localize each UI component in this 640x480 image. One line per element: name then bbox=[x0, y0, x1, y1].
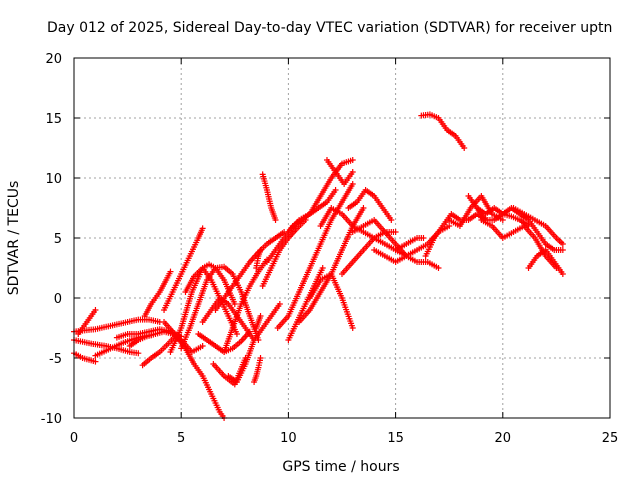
data-point bbox=[420, 235, 427, 241]
series-track-10 bbox=[161, 225, 206, 313]
series-track-31 bbox=[306, 271, 356, 331]
chart-title: Day 012 of 2025, Sidereal Day-to-day VTE… bbox=[47, 20, 612, 36]
y-tick-label: 0 bbox=[54, 292, 62, 307]
y-tick-label: 5 bbox=[54, 232, 62, 247]
grid bbox=[74, 58, 610, 418]
series-track-34 bbox=[339, 229, 399, 277]
data-point bbox=[349, 181, 356, 187]
data-point bbox=[92, 358, 99, 365]
x-tick-label: 25 bbox=[602, 431, 619, 446]
series-track-46 bbox=[525, 247, 566, 277]
x-tick-label: 20 bbox=[495, 431, 512, 446]
series-track-3 bbox=[71, 316, 163, 335]
y-tick-label: -5 bbox=[49, 352, 62, 367]
series-track-19 bbox=[212, 229, 288, 313]
y-axis-label: SDTVAR / TECUs bbox=[6, 181, 22, 296]
data-point bbox=[392, 229, 399, 235]
data-point bbox=[167, 268, 174, 275]
data-point bbox=[92, 307, 99, 313]
data-point bbox=[559, 247, 566, 253]
series-track-23 bbox=[253, 247, 264, 271]
data-point bbox=[349, 325, 356, 331]
data-point bbox=[272, 217, 279, 223]
data-point bbox=[257, 355, 264, 361]
data-point bbox=[231, 301, 238, 307]
data-point bbox=[388, 217, 395, 223]
data-point bbox=[276, 301, 283, 307]
data-point bbox=[499, 217, 506, 223]
series-track-22 bbox=[253, 313, 264, 331]
series-track-39 bbox=[418, 111, 468, 151]
plot-frame bbox=[73, 57, 611, 419]
x-tick-label: 10 bbox=[280, 431, 297, 446]
data-point bbox=[446, 223, 453, 229]
x-tick-label: 15 bbox=[387, 431, 404, 446]
data-point bbox=[257, 313, 264, 319]
y-tick-label: 15 bbox=[45, 112, 62, 127]
data-point bbox=[135, 350, 142, 357]
series-track-24 bbox=[259, 171, 279, 223]
data-point bbox=[251, 337, 258, 343]
series-track-25 bbox=[259, 217, 309, 289]
data-point bbox=[199, 225, 206, 232]
data-point bbox=[435, 265, 442, 271]
data-point bbox=[233, 331, 240, 337]
series-track-45 bbox=[510, 205, 566, 247]
data-point bbox=[360, 205, 367, 211]
series-track-9 bbox=[141, 268, 174, 319]
x-axis-label: GPS time / hours bbox=[282, 459, 399, 475]
series-track-40 bbox=[422, 211, 489, 259]
series-track-20 bbox=[225, 337, 258, 385]
x-tick-label: 5 bbox=[177, 431, 185, 446]
data-points bbox=[71, 111, 566, 421]
data-point bbox=[199, 343, 206, 349]
series-track-21 bbox=[251, 355, 264, 385]
series-track-7 bbox=[139, 333, 178, 369]
data-point bbox=[349, 157, 356, 163]
data-point bbox=[257, 247, 264, 253]
y-tick-label: 20 bbox=[45, 52, 62, 67]
series-track-4 bbox=[75, 307, 99, 337]
data-point bbox=[319, 265, 326, 271]
series-track-32 bbox=[323, 157, 356, 187]
series-track-38 bbox=[392, 235, 427, 253]
x-tick-labels: 0 5 10 15 20 25 bbox=[70, 431, 618, 446]
x-tick-label: 0 bbox=[70, 431, 78, 446]
data-point bbox=[349, 169, 356, 175]
data-point bbox=[461, 145, 468, 151]
series-track-12 bbox=[167, 261, 238, 355]
data-point bbox=[559, 271, 566, 277]
data-point bbox=[332, 187, 339, 193]
data-point bbox=[559, 241, 566, 247]
y-tick-label: -10 bbox=[41, 412, 62, 427]
series-track-18 bbox=[221, 256, 270, 355]
series-track-1 bbox=[71, 350, 99, 365]
y-tick-label: 10 bbox=[45, 172, 62, 187]
series-track-27 bbox=[274, 181, 356, 331]
series-track-29 bbox=[285, 157, 356, 235]
series-track-35 bbox=[345, 187, 395, 223]
y-tick-labels: -10 -5 0 5 10 15 20 bbox=[41, 52, 62, 427]
